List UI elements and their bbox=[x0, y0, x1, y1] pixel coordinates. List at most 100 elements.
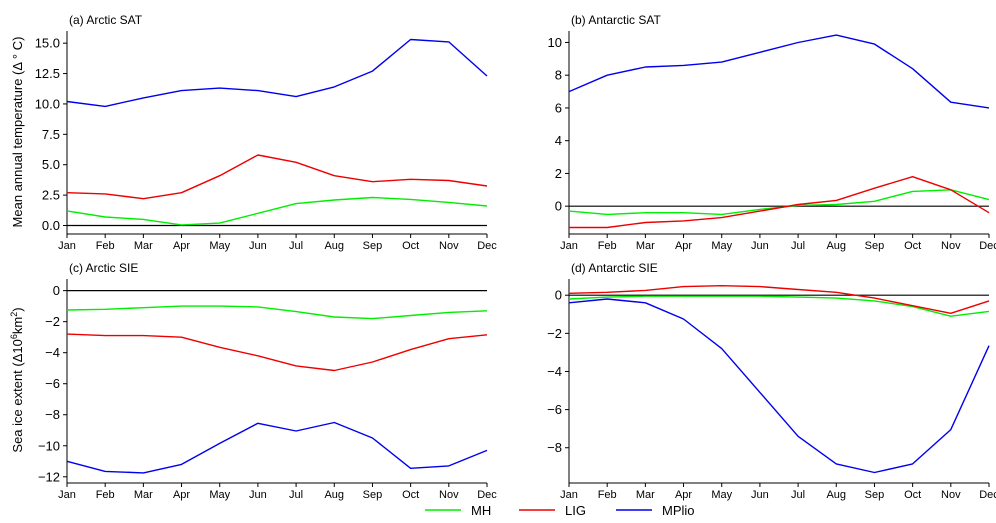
series-line-mplio bbox=[568, 298, 990, 474]
y-tick-label: 8 bbox=[555, 68, 562, 83]
x-tick-label: Sep bbox=[363, 240, 383, 252]
x-tick-label: Jan bbox=[560, 489, 578, 501]
x-tick-label: Jul bbox=[289, 489, 303, 501]
x-tick-label: May bbox=[711, 489, 732, 501]
y-tick-label: 2 bbox=[555, 166, 562, 181]
y-tick-label: 0 bbox=[53, 283, 60, 298]
x-tick-label: Apr bbox=[675, 489, 692, 501]
y-tick-label: 6 bbox=[555, 100, 562, 115]
panel-b: 0 2 4 6 8 10 Jan Feb Mar Apr May Jun Jul Aug Sep Oct Nov… bbox=[548, 13, 996, 252]
y-axis-label-sie-exp1: 6 bbox=[9, 334, 19, 339]
y-tick-label: −8 bbox=[45, 407, 60, 422]
y-axis-label-sie: Sea ice extent (Δ106km2) bbox=[9, 307, 25, 452]
series-line-mplio bbox=[568, 34, 990, 109]
series-line-mh bbox=[66, 196, 488, 226]
x-tick-label: Oct bbox=[402, 240, 419, 252]
legend-label: MPlio bbox=[662, 503, 695, 518]
x-tick-label: Jul bbox=[289, 240, 303, 252]
panel-c: 0 −2 −4 −6 −8 −10 −12 Jan Feb Mar Apr May Jun Jul Aug S… bbox=[38, 261, 497, 501]
y-tick-label: 0 bbox=[555, 199, 562, 214]
panel-title: (c) Arctic SIE bbox=[69, 261, 138, 275]
x-tick-label: Jan bbox=[58, 489, 76, 501]
y-tick-label: 7.5 bbox=[42, 127, 60, 142]
y-tick-label: 4 bbox=[555, 133, 562, 148]
x-tick-label: Nov bbox=[439, 240, 459, 252]
x-tick-label: Mar bbox=[134, 489, 153, 501]
y-tick-label: 15.0 bbox=[35, 36, 60, 51]
x-tick-label: Nov bbox=[941, 240, 961, 252]
x-tick-label: Oct bbox=[904, 489, 921, 501]
panel-a: 0.0 2.5 5.0 7.5 10.0 12.5 15.0 Jan Feb Mar Apr May J… bbox=[35, 13, 498, 252]
x-tick-label: Nov bbox=[941, 489, 961, 501]
y-tick-label: 0.0 bbox=[42, 218, 60, 233]
y-axis-label-sie-mid: km bbox=[10, 317, 25, 334]
legend-item-mplio: MPlio bbox=[616, 503, 695, 518]
x-tick-label: Feb bbox=[96, 240, 115, 252]
x-tick-label: Oct bbox=[402, 489, 419, 501]
x-tick-label: Feb bbox=[598, 240, 617, 252]
x-tick-label: Aug bbox=[324, 489, 344, 501]
y-tick-label: −4 bbox=[45, 345, 60, 360]
y-tick-label: 0 bbox=[555, 288, 562, 303]
x-tick-label: Jun bbox=[751, 489, 769, 501]
x-tick-label: Nov bbox=[439, 489, 459, 501]
series-line-lig bbox=[66, 333, 488, 372]
x-tick-label: Sep bbox=[865, 489, 885, 501]
series-line-mh bbox=[66, 305, 488, 320]
y-tick-label: −12 bbox=[38, 469, 60, 484]
y-axis-label-sie-exp2: 2 bbox=[9, 312, 19, 317]
x-tick-label: Jul bbox=[791, 240, 805, 252]
x-tick-label: Jan bbox=[58, 240, 76, 252]
x-tick-label: Jul bbox=[791, 489, 805, 501]
x-tick-label: Aug bbox=[324, 240, 344, 252]
y-tick-label: 5.0 bbox=[42, 157, 60, 172]
y-axis-label-sie-suffix: ) bbox=[10, 307, 25, 311]
y-axis-label-sie-prefix: Sea ice extent (Δ10 bbox=[10, 339, 25, 452]
x-tick-label: Mar bbox=[636, 240, 655, 252]
series-line-mh bbox=[568, 295, 990, 317]
y-tick-label: −8 bbox=[547, 440, 562, 455]
y-tick-label: 10 bbox=[548, 35, 562, 50]
y-tick-label: 10.0 bbox=[35, 96, 60, 111]
x-tick-label: Oct bbox=[904, 240, 921, 252]
y-axis-label-sat: Mean annual temperature (Δ ° C) bbox=[10, 37, 25, 228]
legend-item-lig: LIG bbox=[519, 503, 586, 518]
legend-label: LIG bbox=[565, 503, 586, 518]
y-tick-label: −6 bbox=[547, 402, 562, 417]
x-tick-label: May bbox=[711, 240, 732, 252]
x-tick-label: Apr bbox=[173, 240, 190, 252]
series-line-lig bbox=[568, 285, 990, 314]
panel-d: 0 −2 −4 −6 −8 Jan Feb Mar Apr May Jun Jul Aug Sep Oct N… bbox=[547, 261, 996, 501]
x-tick-label: Jun bbox=[751, 240, 769, 252]
series-line-mplio bbox=[66, 421, 488, 474]
x-tick-label: Feb bbox=[598, 489, 617, 501]
x-tick-label: Feb bbox=[96, 489, 115, 501]
series-line-mplio bbox=[66, 38, 488, 108]
y-tick-label: 12.5 bbox=[35, 66, 60, 81]
legend: MH LIG MPlio bbox=[425, 503, 695, 518]
y-tick-label: −10 bbox=[38, 438, 60, 453]
panel-title: (b) Antarctic SAT bbox=[571, 13, 661, 27]
x-tick-label: Apr bbox=[173, 489, 190, 501]
legend-item-mh: MH bbox=[425, 503, 491, 518]
y-tick-label: −2 bbox=[547, 326, 562, 341]
x-tick-label: Jun bbox=[249, 489, 267, 501]
x-tick-label: Aug bbox=[826, 240, 846, 252]
y-tick-label: −4 bbox=[547, 364, 562, 379]
y-tick-label: 2.5 bbox=[42, 188, 60, 203]
x-tick-label: Apr bbox=[675, 240, 692, 252]
y-tick-label: −2 bbox=[45, 314, 60, 329]
series-line-lig bbox=[569, 175, 990, 229]
x-tick-label: Jun bbox=[249, 240, 267, 252]
x-tick-label: Dec bbox=[477, 489, 497, 501]
x-tick-label: Jan bbox=[560, 240, 578, 252]
chart-panels: 0.0 2.5 5.0 7.5 10.0 12.5 15.0 Jan Feb Mar Apr May J… bbox=[35, 13, 996, 501]
legend-label: MH bbox=[471, 503, 491, 518]
x-tick-label: Sep bbox=[363, 489, 383, 501]
x-tick-label: Mar bbox=[134, 240, 153, 252]
x-tick-label: Mar bbox=[636, 489, 655, 501]
panel-title: (d) Antarctic SIE bbox=[571, 261, 658, 275]
x-tick-label: Dec bbox=[979, 240, 996, 252]
x-tick-label: Aug bbox=[826, 489, 846, 501]
x-tick-label: Sep bbox=[865, 240, 885, 252]
